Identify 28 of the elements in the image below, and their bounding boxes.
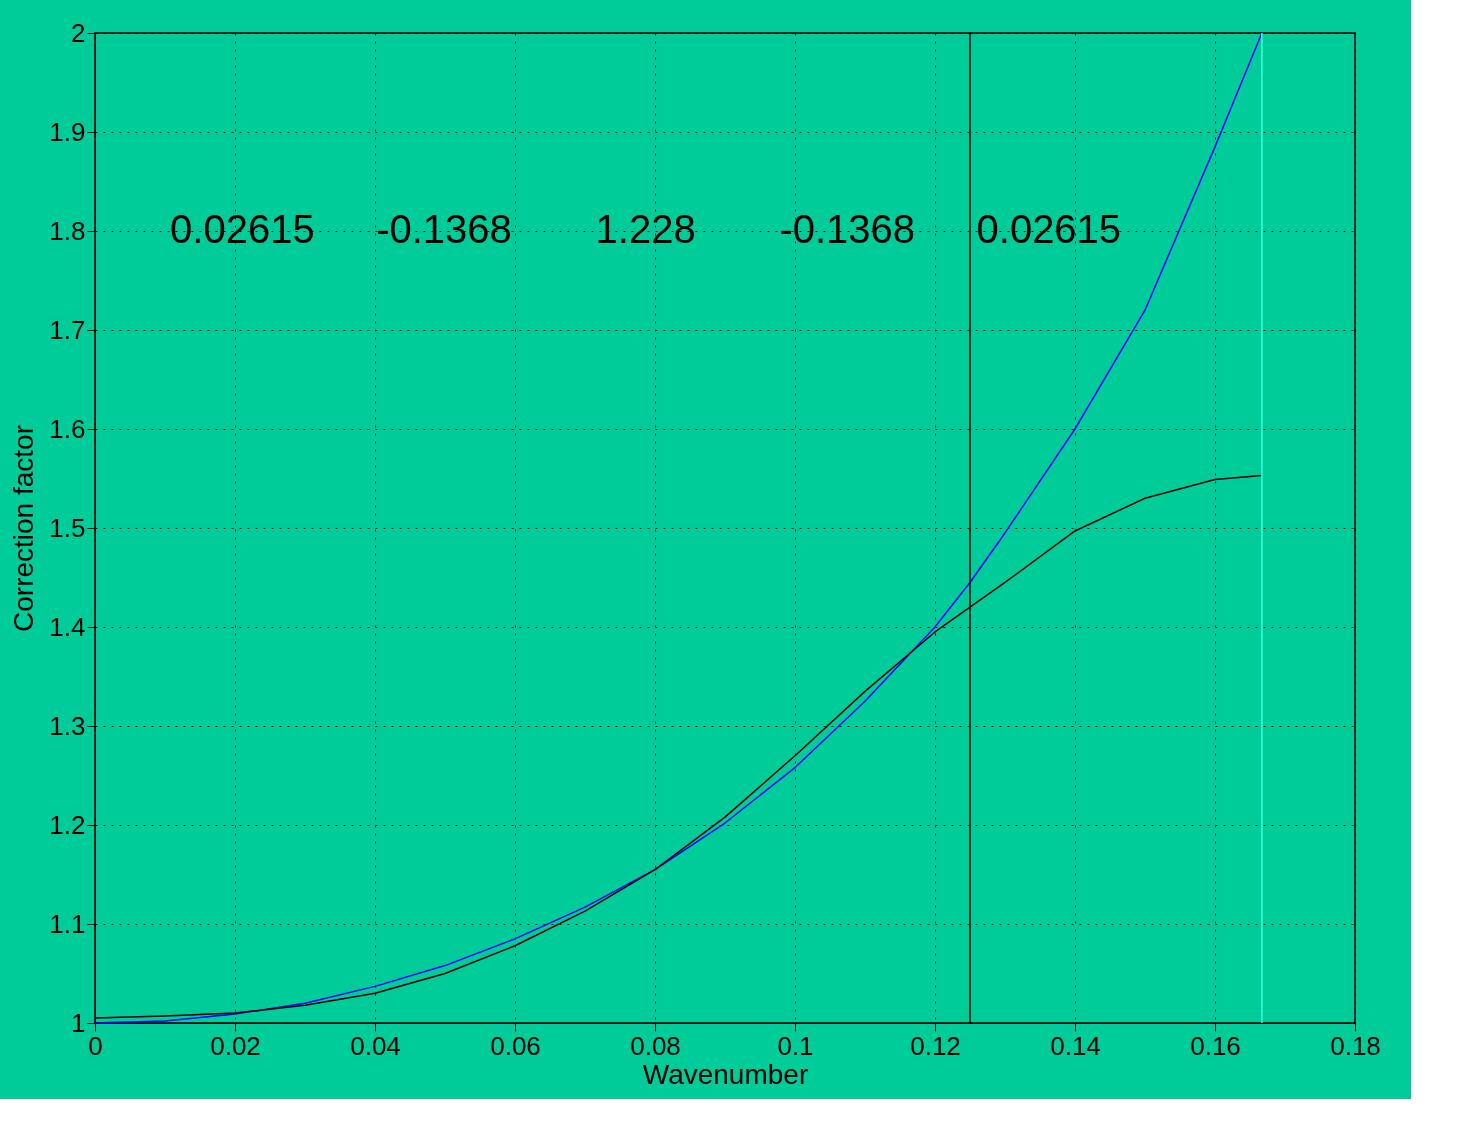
annotation: -0.1368	[779, 207, 916, 251]
y-tick-label: 1.2	[49, 809, 86, 840]
x-tick-label: 0.18	[1330, 1030, 1381, 1061]
y-tick-label: 1.7	[49, 314, 86, 345]
y-tick-label: 1.1	[49, 908, 86, 939]
x-tick-label: 0.06	[490, 1030, 541, 1061]
y-tick-label: 1.3	[49, 710, 86, 741]
x-tick-label: 0.16	[1190, 1030, 1241, 1061]
y-tick-label: 2	[71, 17, 86, 48]
annotation: 1.228	[595, 207, 696, 251]
x-axis-title: Wavenumber	[642, 1058, 809, 1090]
x-tick-label: 0.1	[777, 1030, 814, 1061]
x-tick-label: 0.02	[210, 1030, 261, 1061]
annotation: -0.1368	[376, 207, 512, 251]
y-axis-title: Correction factor	[8, 425, 40, 632]
x-tick-label: 0.08	[630, 1030, 681, 1061]
x-tick-label: 0.04	[350, 1030, 401, 1061]
x-tick-label: 0	[88, 1030, 103, 1061]
annotation: 0.02615	[170, 207, 315, 251]
y-tick-label: 1.8	[49, 215, 86, 246]
y-tick-label: 1.5	[49, 512, 86, 543]
y-tick-label: 1.6	[49, 413, 86, 444]
annotation: 0.02615	[976, 207, 1122, 251]
y-tick-label: 1.9	[49, 116, 86, 147]
y-tick-label: 1.4	[49, 611, 86, 642]
x-tick-label: 0.14	[1050, 1030, 1101, 1061]
x-tick-label: 0.12	[910, 1030, 961, 1061]
y-tick-label: 1	[71, 1007, 86, 1038]
